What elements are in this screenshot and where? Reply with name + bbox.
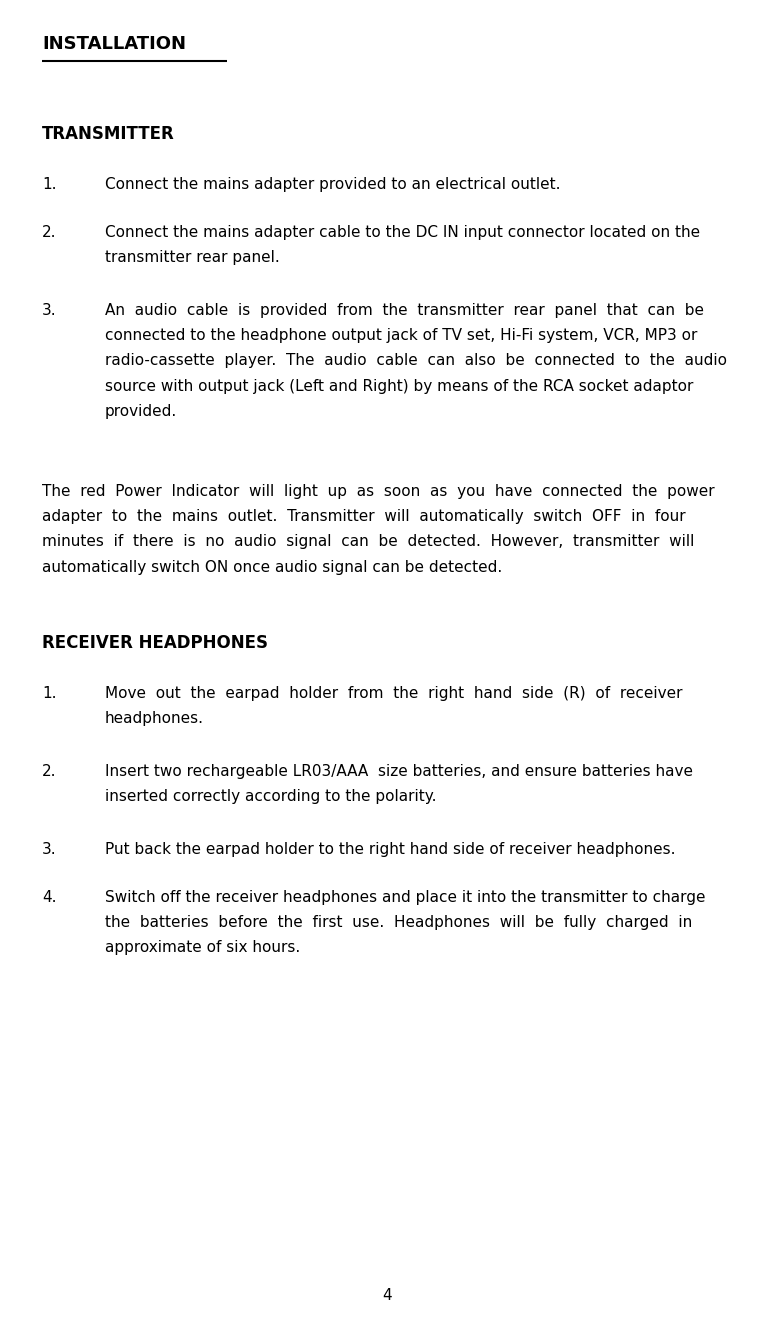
Text: Move  out  the  earpad  holder  from  the  right  hand  side  (R)  of  receiver
: Move out the earpad holder from the righ… [105,686,683,726]
Text: Connect the mains adapter provided to an electrical outlet.: Connect the mains adapter provided to an… [105,178,560,192]
Text: Switch off the receiver headphones and place it into the transmitter to charge
t: Switch off the receiver headphones and p… [105,890,705,955]
Text: 1.: 1. [42,686,57,701]
Text: TRANSMITTER: TRANSMITTER [42,125,174,143]
Text: An  audio  cable  is  provided  from  the  transmitter  rear  panel  that  can  : An audio cable is provided from the tran… [105,303,727,419]
Text: Insert two rechargeable LR03/AAA  size batteries, and ensure batteries have
inse: Insert two rechargeable LR03/AAA size ba… [105,765,693,804]
Text: 3.: 3. [42,841,57,857]
Text: The  red  Power  Indicator  will  light  up  as  soon  as  you  have  connected : The red Power Indicator will light up as… [42,484,715,575]
Text: 4: 4 [383,1288,392,1302]
Text: 3.: 3. [42,303,57,318]
Text: RECEIVER HEADPHONES: RECEIVER HEADPHONES [42,633,268,652]
Text: 2.: 2. [42,225,57,240]
Text: INSTALLATION: INSTALLATION [42,34,186,53]
Text: 1.: 1. [42,178,57,192]
Text: 2.: 2. [42,765,57,779]
Text: 4.: 4. [42,890,57,905]
Text: Connect the mains adapter cable to the DC IN input connector located on the
tran: Connect the mains adapter cable to the D… [105,225,700,265]
Text: Put back the earpad holder to the right hand side of receiver headphones.: Put back the earpad holder to the right … [105,841,676,857]
